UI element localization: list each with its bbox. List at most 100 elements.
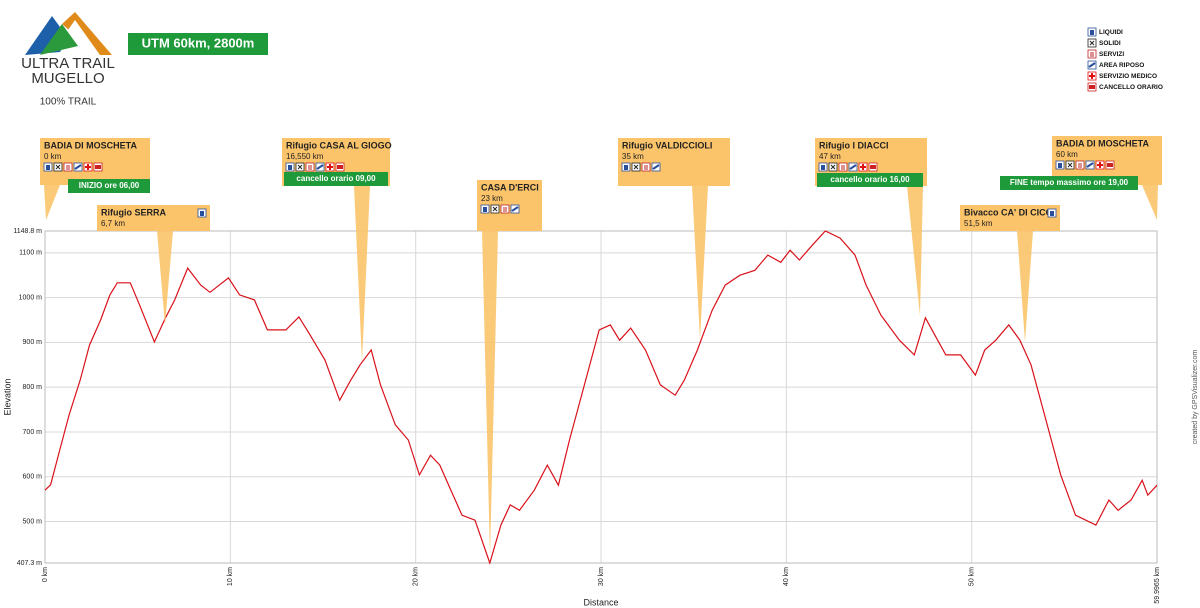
x-tick-label: 20 km: [413, 567, 420, 586]
y-axis-label: Elevation: [2, 378, 12, 415]
icon-cup: [624, 165, 628, 170]
icon-gate: [337, 165, 343, 169]
callout-pointer: [354, 186, 370, 362]
service-icon: [285, 162, 295, 172]
icon-wc: [308, 165, 312, 170]
service-icon: [1087, 71, 1097, 81]
icon-frame: [1087, 49, 1097, 59]
icon-wc: [841, 165, 845, 170]
service-icon: [1085, 160, 1095, 170]
icon-frame: [838, 162, 848, 172]
service-icon: [868, 162, 878, 172]
x-tick-label: 0 km: [42, 567, 49, 582]
callout-box: [97, 205, 210, 231]
x-tick-label: 30 km: [598, 567, 605, 586]
icon-rest: [849, 164, 857, 170]
callout-name: Rifugio SERRA: [101, 207, 166, 217]
service-icon: [631, 162, 641, 172]
callout-name: CASA D'ERCI: [481, 182, 539, 192]
service-icon: [1087, 38, 1097, 48]
icon-cup: [1090, 30, 1094, 35]
service-icon: [651, 162, 661, 172]
service-icon: [1087, 82, 1097, 92]
service-icon: [858, 162, 868, 172]
icon-cup: [46, 165, 50, 170]
note-text: INIZIO ore 06,00: [79, 181, 140, 190]
icon-rest: [1086, 162, 1094, 168]
callout-pointer: [44, 185, 60, 220]
icon-rest: [511, 206, 519, 212]
icon-frame: [500, 204, 510, 214]
service-icon: [305, 162, 315, 172]
y-tick-label: 900 m: [23, 339, 43, 346]
callout-pointer: [482, 231, 498, 556]
y-tick-label: 407.3 m: [17, 560, 42, 567]
icon-cutlery: [492, 206, 498, 212]
service-icon: [73, 162, 83, 172]
icon-wc: [1078, 163, 1082, 168]
icon-frame: [641, 162, 651, 172]
x-tick-label: 50 km: [969, 567, 976, 586]
icon-cutlery: [1067, 162, 1073, 168]
service-icon: [1055, 160, 1065, 170]
service-icon: [818, 162, 828, 172]
credit: created by GPSVisualizer.com: [1192, 350, 1199, 445]
callout-box: [618, 138, 730, 186]
callout-name: Rifugio VALDICCIOLI: [622, 140, 712, 150]
callout-pointer: [157, 231, 173, 325]
callout-distance: 16,550 km: [286, 152, 324, 161]
service-icon: [480, 204, 490, 214]
icon-cross: [1089, 73, 1095, 79]
icon-cutlery: [633, 164, 639, 170]
callout-pointer: [1017, 231, 1033, 342]
service-icon: [1087, 27, 1097, 37]
chart-title: UTM 60km, 2800m: [142, 35, 255, 50]
icon-cross: [860, 164, 866, 170]
service-icon: [1075, 160, 1085, 170]
service-icon: [500, 204, 510, 214]
service-icon: [53, 162, 63, 172]
service-icon: [1065, 160, 1075, 170]
icon-cross: [327, 164, 333, 170]
icon-cutlery: [830, 164, 836, 170]
icon-cross: [85, 164, 91, 170]
icon-wc: [503, 207, 507, 212]
y-tick-label: 700 m: [23, 429, 43, 436]
note-badge: [284, 172, 388, 186]
service-icon: [1105, 160, 1115, 170]
callout: BADIA DI MOSCHETA 60 km FINE tempo massimo…: [1000, 136, 1162, 220]
icon-gate: [870, 165, 876, 169]
icon-rest: [316, 164, 324, 170]
service-icon: [325, 162, 335, 172]
icon-wc: [644, 165, 648, 170]
logo-mountain: [68, 20, 100, 55]
logo-mountain: [40, 24, 78, 55]
icon-frame: [305, 162, 315, 172]
note-text: FINE tempo massimo ore 19,00: [1010, 178, 1129, 187]
y-tick-label: 1100 m: [19, 250, 42, 257]
callout-distance: 23 km: [481, 194, 503, 203]
legend: LIQUIDI SOLIDI SERVIZI AREA RIPOSO SERVIZIO …: [1087, 27, 1163, 92]
service-icon: [315, 162, 325, 172]
callout-box: [960, 205, 1060, 231]
service-icon: [490, 204, 500, 214]
title-badge: [128, 33, 268, 55]
service-icon: [43, 162, 53, 172]
callout-pointer: [1142, 185, 1158, 220]
callout: Bivacco CA' DI CICCI 51,5 km: [960, 205, 1060, 342]
y-tick-label: 600 m: [23, 474, 43, 481]
icon-cup: [1058, 163, 1062, 168]
legend-label: SERVIZI: [1099, 51, 1124, 58]
icon-wc: [66, 165, 70, 170]
service-icon: [93, 162, 103, 172]
icon-cutlery: [297, 164, 303, 170]
service-icon: [83, 162, 93, 172]
callout-pointer: [907, 186, 923, 316]
icon-gate: [1107, 163, 1113, 167]
note-badge: [817, 173, 923, 187]
x-tick-label: 59.9965 km: [1154, 567, 1161, 604]
y-tick-label: 500 m: [23, 518, 43, 525]
icon-gate: [95, 165, 101, 169]
x-tick-label: 40 km: [783, 567, 790, 586]
